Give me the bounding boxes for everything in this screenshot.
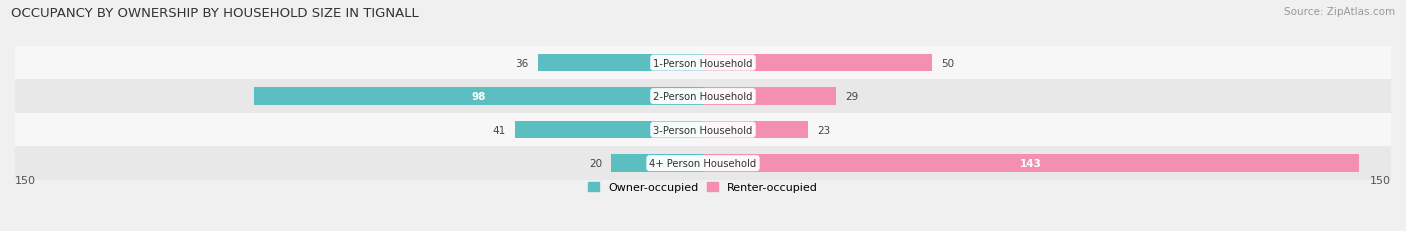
- Text: 29: 29: [845, 92, 859, 102]
- Text: 36: 36: [516, 58, 529, 68]
- Bar: [15, 80, 1391, 113]
- Text: Source: ZipAtlas.com: Source: ZipAtlas.com: [1284, 7, 1395, 17]
- Text: 23: 23: [818, 125, 831, 135]
- Bar: [703, 88, 837, 105]
- Bar: [253, 88, 703, 105]
- Text: 3-Person Household: 3-Person Household: [654, 125, 752, 135]
- Text: 41: 41: [492, 125, 506, 135]
- Bar: [538, 55, 703, 72]
- Bar: [15, 113, 1391, 147]
- Text: 150: 150: [15, 175, 37, 185]
- Text: 150: 150: [1369, 175, 1391, 185]
- Bar: [612, 155, 703, 172]
- Bar: [703, 55, 932, 72]
- Text: 2-Person Household: 2-Person Household: [654, 92, 752, 102]
- Bar: [515, 121, 703, 139]
- Text: 50: 50: [942, 58, 955, 68]
- Bar: [15, 47, 1391, 80]
- Bar: [703, 155, 1358, 172]
- Text: 143: 143: [1019, 158, 1042, 168]
- Text: 20: 20: [589, 158, 602, 168]
- Text: 98: 98: [471, 92, 485, 102]
- Text: OCCUPANCY BY OWNERSHIP BY HOUSEHOLD SIZE IN TIGNALL: OCCUPANCY BY OWNERSHIP BY HOUSEHOLD SIZE…: [11, 7, 419, 20]
- Text: 4+ Person Household: 4+ Person Household: [650, 158, 756, 168]
- Bar: [15, 147, 1391, 180]
- Text: 1-Person Household: 1-Person Household: [654, 58, 752, 68]
- Bar: [703, 121, 808, 139]
- Legend: Owner-occupied, Renter-occupied: Owner-occupied, Renter-occupied: [588, 182, 818, 193]
